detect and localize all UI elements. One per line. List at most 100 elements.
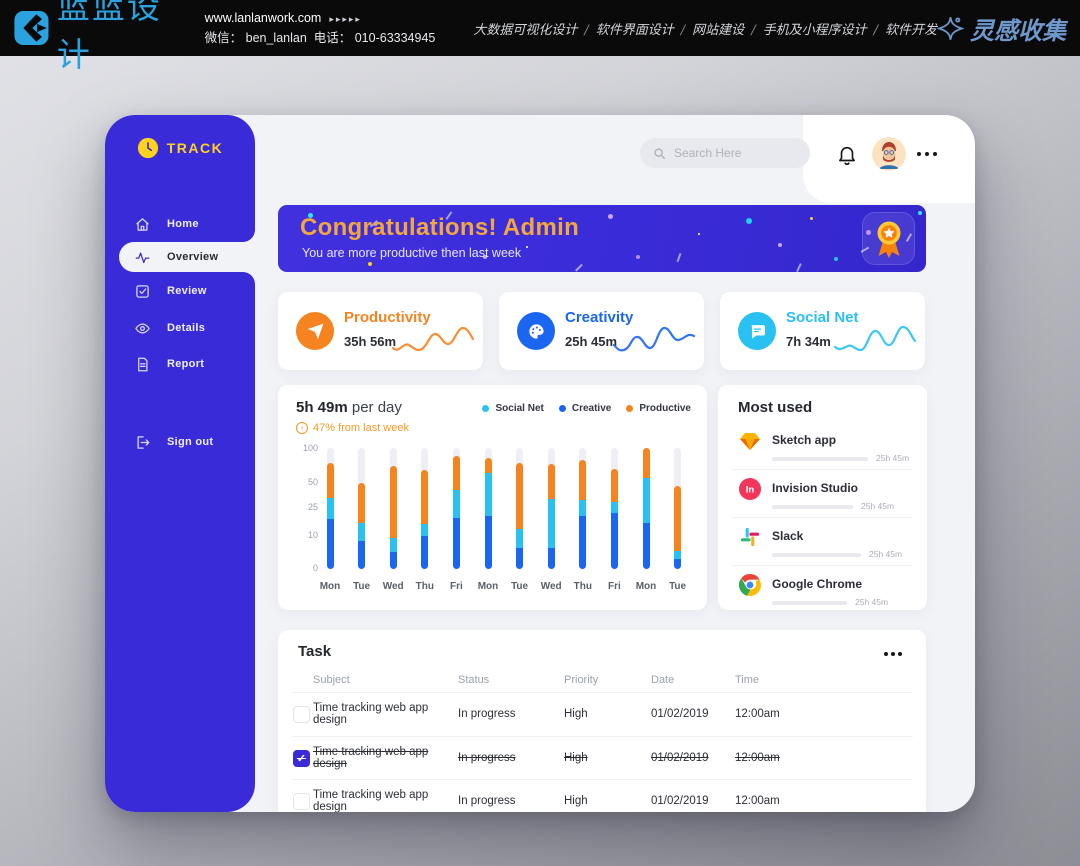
app-usage-time: 25h 45m xyxy=(861,501,895,511)
x-axis-label: Wed xyxy=(382,581,404,592)
bar-segment-productive xyxy=(547,463,555,499)
sidebar-item-signout[interactable]: Sign out xyxy=(105,427,255,457)
clock-icon xyxy=(137,137,158,159)
brand-name: 蓝蓝设计 xyxy=(56,0,162,73)
sidebar-item-report[interactable]: Report xyxy=(105,349,255,379)
stat-value: 7h 34m xyxy=(786,334,831,349)
bar-segment-productive xyxy=(642,448,650,479)
legend-dot xyxy=(558,405,566,412)
sidebar-item-overview[interactable]: Overview xyxy=(119,230,255,284)
x-axis-label: Tue xyxy=(353,581,371,592)
slack-icon xyxy=(738,525,762,549)
most-used-title: Most used xyxy=(738,399,813,416)
app-usage-bar xyxy=(772,457,868,461)
search-input[interactable] xyxy=(674,146,794,160)
sidebar-item-details[interactable]: Details xyxy=(105,313,255,343)
column-header-date: Date xyxy=(651,674,675,686)
bar-segment-productive xyxy=(484,457,492,474)
service-item: 手机及小程序设计 xyxy=(762,22,867,38)
app-name: Google Chrome xyxy=(772,577,863,591)
sparkline xyxy=(612,326,696,352)
stat-name: Social Net xyxy=(786,309,859,326)
eye-icon xyxy=(135,321,150,336)
x-axis-label: Thu xyxy=(415,581,434,592)
app-name: Invision Studio xyxy=(772,481,858,495)
sidebar-item-label: Home xyxy=(167,218,199,230)
search-bar xyxy=(640,138,810,168)
stat-value: 35h 56m xyxy=(344,334,397,349)
app-usage-bar xyxy=(772,505,853,509)
app-name: Sketch app xyxy=(772,433,837,447)
bar-segment-social-net xyxy=(389,537,397,553)
task-row-1[interactable]: Time tracking web app design In progress… xyxy=(293,692,913,735)
sidebar-item-label: Review xyxy=(167,285,207,297)
wechat-label: 微信： ben_lanlan xyxy=(204,30,307,45)
legend-item-creative: Creative xyxy=(558,403,611,414)
chart-card: 5h 49m per day ↑ 47% from last week Soci… xyxy=(278,385,707,610)
slash-divider: / xyxy=(751,22,756,38)
bar-7-wed xyxy=(547,448,555,569)
task-row-3[interactable]: Time tracking web app design In progress… xyxy=(293,779,913,812)
x-axis-label: Thu xyxy=(573,581,592,592)
stat-card-social-net: Social Net 7h 34m xyxy=(720,292,925,370)
sidebar-item-review[interactable]: Review xyxy=(105,276,255,306)
lanlan-logo-icon xyxy=(14,10,49,46)
task-ellipsis-icon[interactable] xyxy=(884,652,902,656)
task-checkbox[interactable]: ✓ xyxy=(293,749,310,767)
bar-segment-social-net xyxy=(326,497,334,520)
task-time: 12:00am xyxy=(735,795,780,807)
y-axis-tick: 50 xyxy=(307,477,318,487)
bar-segment-creative xyxy=(358,541,366,569)
sidebar-item-home[interactable]: Home xyxy=(105,209,255,239)
bar-11-tue xyxy=(674,448,682,569)
collect-brand-label: 灵感收集 xyxy=(970,15,1066,45)
app-usage-time: 25h 45m xyxy=(869,549,903,559)
stat-name: Productivity xyxy=(344,309,431,326)
brand: 蓝蓝设计 xyxy=(12,0,187,76)
bar-8-thu xyxy=(579,448,587,569)
service-item: 网站建设 xyxy=(692,22,745,38)
task-date: 01/02/2019 xyxy=(651,708,709,720)
task-checkbox[interactable] xyxy=(293,705,310,723)
task-priority: High xyxy=(564,752,588,764)
bar-segment-social-net xyxy=(642,478,650,524)
avatar[interactable] xyxy=(872,137,906,171)
bar-segment-creative xyxy=(579,515,587,569)
app-logo-text: TRACK xyxy=(166,140,224,156)
medal-icon xyxy=(877,221,900,258)
paper-plane-icon xyxy=(296,312,334,350)
search-icon xyxy=(654,148,666,159)
task-row-2[interactable]: ✓ Time tracking web app design In progre… xyxy=(293,736,913,779)
legend-item-social-net: Social Net xyxy=(482,403,544,414)
chrome-icon xyxy=(738,573,762,597)
stat-card-creativity: Creativity 25h 45m xyxy=(499,292,704,370)
legend-dot xyxy=(626,405,634,412)
app-item-google-chrome: Google Chrome 25h 45m xyxy=(718,571,927,610)
bar-1-tue xyxy=(358,448,366,569)
task-checkbox[interactable] xyxy=(293,792,310,810)
bar-segment-creative xyxy=(484,515,492,569)
bar-6-tue xyxy=(516,448,524,569)
site-header: 蓝蓝设计 www.lanlanwork.com ▸▸▸▸▸ 微信： ben_lan… xyxy=(0,0,1080,73)
app-item-invision-studio: In Invision Studio 25h 45m xyxy=(718,475,927,523)
bar-segment-social-net xyxy=(674,550,682,560)
task-table-header: Subject Status Priority Date Time xyxy=(293,670,913,690)
collect-brand[interactable]: 灵感收集 xyxy=(937,11,1066,46)
bar-segment-creative xyxy=(610,513,618,569)
sparkline xyxy=(391,326,475,352)
app-usage-time: 25h 45m xyxy=(855,597,889,607)
bell-icon[interactable] xyxy=(836,144,858,168)
dashboard-card: TRACK Home Overview Review Details Repor… xyxy=(105,115,975,812)
topbar-ellipsis-icon[interactable] xyxy=(917,152,937,156)
bar-segment-creative xyxy=(452,518,460,569)
bar-segment-social-net xyxy=(484,473,492,516)
divider xyxy=(732,517,913,518)
website-link[interactable]: www.lanlanwork.com xyxy=(204,10,322,25)
task-status: In progress xyxy=(458,752,516,764)
task-subject: Time tracking web app design xyxy=(313,789,429,812)
task-date: 01/02/2019 xyxy=(651,752,709,764)
bar-segment-creative xyxy=(326,519,334,569)
contact-block: www.lanlanwork.com ▸▸▸▸▸ 微信： ben_lanlan 电… xyxy=(205,9,436,48)
sidebar-item-label: Sign out xyxy=(167,436,214,448)
